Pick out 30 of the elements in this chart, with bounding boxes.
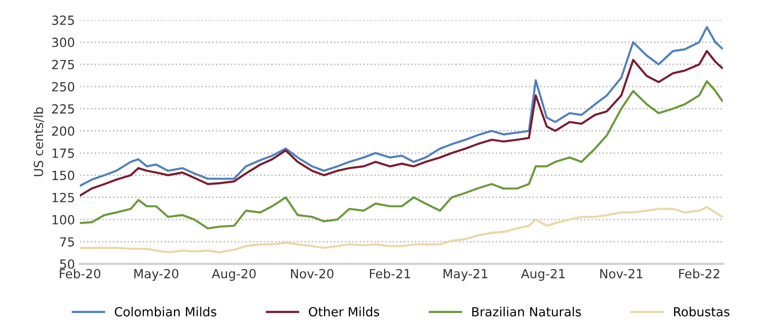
line-series — [80, 26, 723, 187]
y-tick-label: 175 — [52, 148, 74, 158]
legend-label: Other Milds — [308, 306, 380, 316]
x-tick-label: Aug-21 — [521, 268, 565, 281]
y-axis-title: US cents/lb — [34, 107, 44, 176]
x-tick-label: Nov-20 — [291, 268, 334, 278]
legend-label: Brazilian Naturals — [472, 306, 581, 316]
x-tick-label: May-20 — [134, 268, 178, 281]
y-tick-label: 275 — [52, 60, 74, 70]
y-tick-label: 250 — [52, 82, 74, 92]
x-tick-label: Aug-20 — [212, 268, 256, 281]
y-tick-label: 75 — [60, 237, 74, 247]
line-series — [80, 80, 723, 230]
legend-label: Colombian Milds — [114, 306, 216, 316]
y-tick-label: 200 — [52, 126, 74, 136]
x-tick-label: Feb-20 — [60, 268, 100, 278]
y-tick-label: 150 — [52, 170, 74, 180]
x-tick-label: May-21 — [444, 268, 488, 281]
line-series — [80, 50, 723, 197]
line-series — [80, 206, 723, 254]
y-tick-label: 100 — [52, 215, 74, 224]
y-tick-label: 50 — [60, 259, 74, 269]
x-tick-label: Feb-21 — [370, 268, 410, 278]
x-tick-label: Nov-21 — [600, 268, 642, 278]
y-tick-label: 125 — [52, 192, 74, 202]
y-tick-label: 325 — [52, 16, 74, 25]
x-tick-label: Feb-22 — [679, 268, 720, 278]
legend-label: Robustas — [674, 306, 730, 316]
y-tick-label: 225 — [52, 104, 74, 114]
y-tick-label: 300 — [52, 38, 74, 48]
